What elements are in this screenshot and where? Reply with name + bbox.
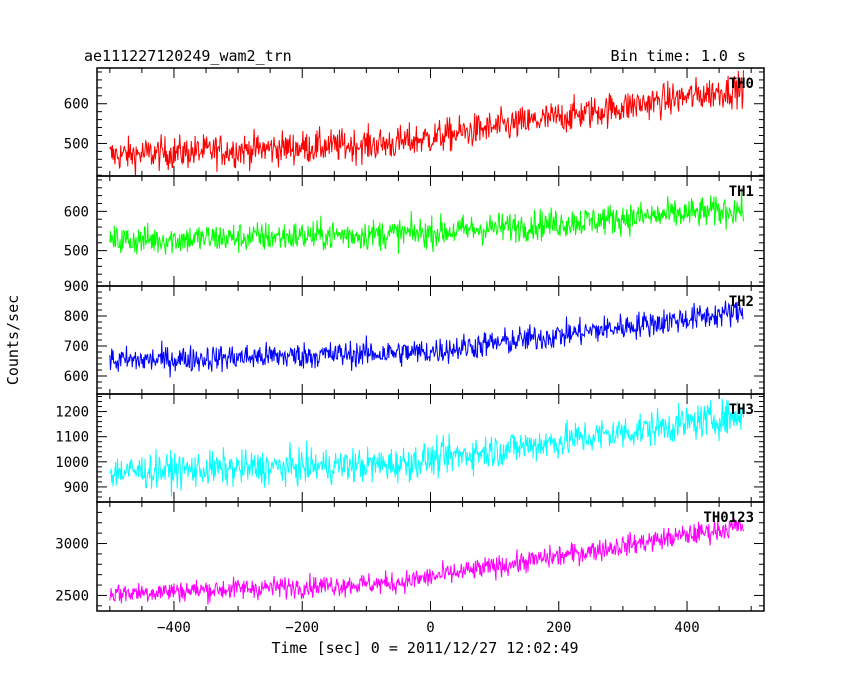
y-tick-label: 600 (64, 97, 89, 113)
x-axis-label: Time [sec] 0 = 2011/12/27 12:02:49 (271, 639, 578, 657)
x-tick-label: 200 (546, 620, 571, 636)
panel-th0123: 2500 3000 TH0123 (55, 501, 765, 612)
y-tick-label: 900 (64, 480, 89, 496)
y-tick-label: 700 (64, 339, 89, 355)
bin-time-label: Bin time: 1.0 s (611, 47, 746, 65)
series-line-th1 (109, 187, 744, 255)
panel-label: TH2 (729, 294, 754, 310)
series-line-th3 (109, 398, 744, 497)
panel-th3: 900 1000 1100 1200 TH3 (55, 393, 765, 503)
x-tick-label: −200 (285, 620, 319, 636)
x-tick-label: 400 (674, 620, 699, 636)
y-axis-label: Counts/sec (4, 295, 22, 385)
y-tick-label: 3000 (55, 537, 89, 553)
y-tick-label: 900 (64, 279, 89, 295)
panel-label: TH0 (729, 76, 754, 92)
x-tick-label: −400 (157, 620, 191, 636)
y-tick-label: 2500 (55, 588, 89, 604)
y-tick-label: 800 (64, 309, 89, 325)
panel-frame (96, 393, 765, 503)
y-tick-label: 1100 (55, 430, 89, 446)
panel-frame (96, 501, 765, 612)
y-tick-label: 600 (64, 369, 89, 385)
panel-th2: 600 700 800 900 TH2 (64, 279, 765, 395)
panel-label: TH3 (729, 402, 754, 418)
series-line-th0123 (109, 518, 744, 605)
y-tick-label: 500 (64, 244, 89, 260)
x-tick-label: 0 (426, 620, 434, 636)
panel-label: TH0123 (703, 510, 754, 526)
y-tick-label: 600 (64, 204, 89, 220)
y-tick-label: 500 (64, 136, 89, 152)
series-line-th2 (109, 300, 744, 378)
y-tick-label: 1200 (55, 405, 89, 421)
panel-th1: 500 600 TH1 (64, 175, 765, 287)
panel-th0: 500 600 TH0 (64, 67, 765, 177)
series-line-th0 (109, 70, 744, 176)
panel-label: TH1 (729, 184, 754, 200)
panels-group: 500 600 TH0 500 600 TH1 600 700 800 900 TH2 900 1000… (55, 67, 765, 612)
panel-frame (96, 285, 765, 395)
x-axis-tick-labels: −400 −200 0 200 400 (157, 620, 700, 636)
chart-title: ae111227120249_wam2_trn (84, 47, 292, 65)
y-tick-label: 1000 (55, 455, 89, 471)
